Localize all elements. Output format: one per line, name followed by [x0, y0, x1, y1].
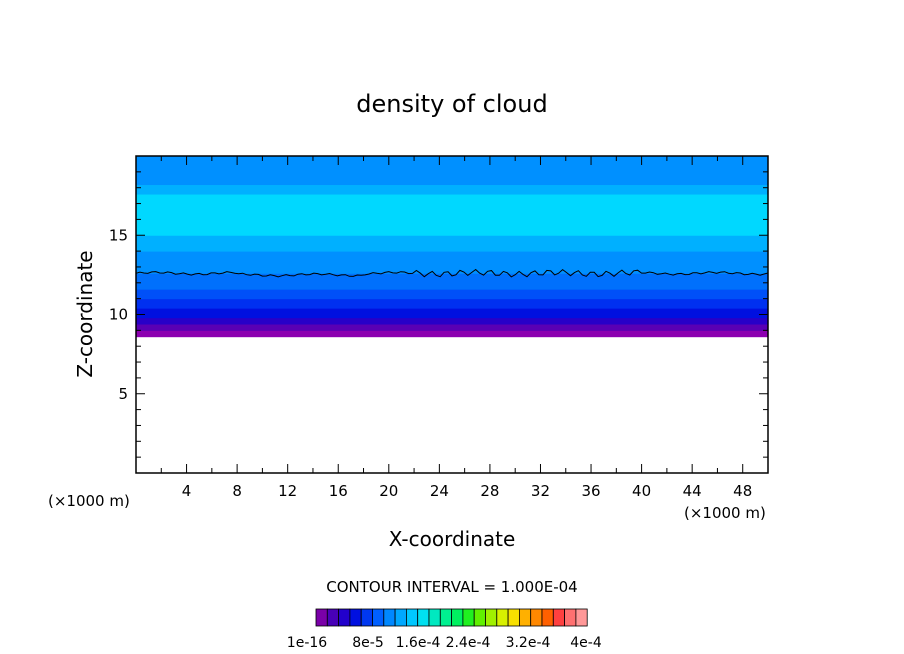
colorbar-label: 1e-16	[287, 635, 327, 651]
colorbar-swatch	[541, 608, 554, 627]
y-tick-label: 15	[109, 226, 128, 244]
colorbar-swatch	[552, 608, 565, 627]
colorbar-swatch	[417, 608, 430, 627]
x-axis-label: X-coordinate	[389, 527, 516, 551]
contour-band-4	[136, 298, 768, 309]
x-tick-label: 32	[531, 482, 550, 500]
x-tick-label: 48	[733, 482, 752, 500]
colorbar-swatch	[485, 608, 498, 627]
contour-line	[135, 268, 769, 278]
colorbar-swatch	[564, 608, 577, 627]
colorbar-swatch	[360, 608, 373, 627]
x-unit-left: (×1000 m)	[48, 492, 130, 510]
colorbar-swatch	[496, 608, 509, 627]
colorbar-label: 4e-4	[570, 635, 602, 651]
chart-title: density of cloud	[356, 90, 547, 118]
colorbar-swatch	[349, 608, 362, 627]
contour-band-10	[136, 184, 768, 195]
colorbar-swatch	[439, 608, 452, 627]
colorbar-swatch	[315, 608, 328, 627]
x-tick-label: 20	[379, 482, 398, 500]
colorbar-swatch	[394, 608, 407, 627]
contour-band-6	[136, 273, 768, 290]
colorbar-swatch	[575, 608, 588, 627]
x-tick-label: 28	[480, 482, 499, 500]
colorbar-swatch	[383, 608, 396, 627]
x-tick-label: 8	[232, 482, 242, 500]
contour-band-5	[136, 289, 768, 300]
x-tick-label: 36	[581, 482, 600, 500]
y-tick-label: 10	[109, 306, 128, 324]
x-tick-label: 4	[182, 482, 192, 500]
colorbar-label: 8e-5	[352, 635, 383, 651]
colorbar-swatch	[519, 608, 532, 627]
contour-band-8	[136, 235, 768, 252]
x-tick-label: 12	[278, 482, 297, 500]
colorbar-swatch	[507, 608, 520, 627]
contour-band-3	[136, 308, 768, 319]
colorbar-swatch	[451, 608, 464, 627]
contour-band-1	[136, 324, 768, 331]
colorbar-swatch	[338, 608, 351, 627]
y-tick-label: 5	[118, 385, 128, 403]
colorbar-swatch	[428, 608, 441, 627]
x-tick-label: 40	[632, 482, 651, 500]
colorbar-swatch	[326, 608, 339, 627]
contour-band-2	[136, 317, 768, 325]
x-tick-label: 16	[329, 482, 348, 500]
x-unit-right: (×1000 m)	[684, 504, 766, 522]
x-tick-label: 24	[430, 482, 449, 500]
contour-band-0	[136, 330, 768, 338]
contour-interval-text: CONTOUR INTERVAL = 1.000E-04	[326, 578, 577, 596]
colorbar-swatch	[530, 608, 543, 627]
colorbar-label: 3.2e-4	[506, 635, 551, 651]
y-axis-label: Z-coordinate	[73, 250, 97, 377]
contour-band-11	[136, 156, 768, 186]
colorbar-swatch	[462, 608, 475, 627]
colorbar-label: 2.4e-4	[446, 635, 491, 651]
colorbar: 1e-16 8e-5 1.6e-4 2.4e-4 3.2e-4 4e-4	[287, 608, 602, 651]
contour-band-9	[136, 194, 768, 236]
contour-band-7	[136, 251, 768, 274]
colorbar-label: 1.6e-4	[396, 635, 441, 651]
colorbar-swatch	[372, 608, 385, 627]
plot-area	[135, 156, 769, 338]
colorbar-swatch	[473, 608, 486, 627]
x-tick-label: 44	[683, 482, 702, 500]
colorbar-swatch	[405, 608, 419, 627]
